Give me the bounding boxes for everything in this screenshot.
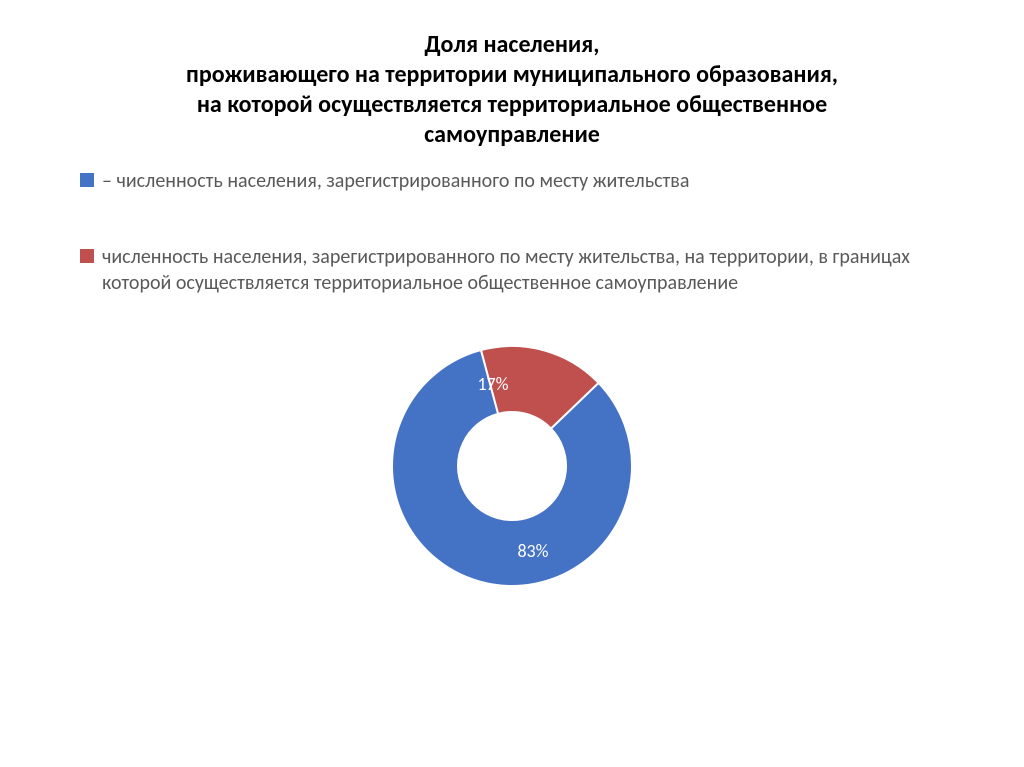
chart-title: Доля населения,проживающего на территори… bbox=[80, 30, 944, 150]
legend-swatch-1 bbox=[80, 173, 94, 187]
legend-swatch-2 bbox=[80, 249, 94, 263]
slide: Доля населения,проживающего на территори… bbox=[0, 0, 1024, 767]
donut-chart: 17% 83% bbox=[382, 336, 642, 596]
legend-item: численность населения, зарегистрированно… bbox=[80, 244, 944, 296]
legend-text-1: – численность населения, зарегистрирован… bbox=[102, 168, 689, 194]
slice-label-1: 17% bbox=[477, 373, 508, 395]
slice-label-2: 83% bbox=[517, 540, 548, 562]
legend-text-2: численность населения, зарегистрированно… bbox=[102, 244, 922, 296]
chart-area: 17% 83% bbox=[80, 336, 944, 596]
chart-legend: – численность населения, зарегистрирован… bbox=[80, 168, 944, 296]
donut-svg bbox=[382, 336, 642, 596]
legend-item: – численность населения, зарегистрирован… bbox=[80, 168, 944, 194]
